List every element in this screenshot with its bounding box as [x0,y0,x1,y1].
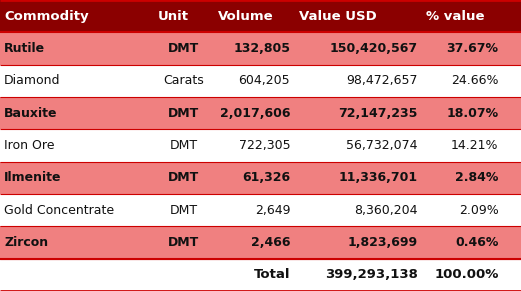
Text: 150,420,567: 150,420,567 [330,42,418,55]
Text: 0.46%: 0.46% [455,236,499,249]
Text: Zircon: Zircon [4,236,48,249]
Bar [0,129,521,162]
Text: Bauxite: Bauxite [4,107,58,120]
Text: 2,466: 2,466 [251,236,290,249]
Text: Volume: Volume [218,10,274,23]
Bar [0,32,521,65]
Bar [0,162,521,194]
Text: 132,805: 132,805 [233,42,290,55]
Text: 98,472,657: 98,472,657 [346,74,418,87]
Bar [0,65,521,97]
Bar [0,259,521,291]
Text: Commodity: Commodity [4,10,89,23]
Text: 18.07%: 18.07% [446,107,499,120]
Text: 61,326: 61,326 [242,171,290,184]
Text: 2,017,606: 2,017,606 [220,107,290,120]
Text: 604,205: 604,205 [239,74,290,87]
Bar [0,97,521,129]
Text: DMT: DMT [170,139,197,152]
Text: 8,360,204: 8,360,204 [354,204,418,217]
Text: DMT: DMT [168,42,199,55]
Text: DMT: DMT [168,171,199,184]
Text: Total: Total [254,268,290,281]
Text: 11,336,701: 11,336,701 [339,171,418,184]
Text: 2.09%: 2.09% [459,204,499,217]
Text: DMT: DMT [168,107,199,120]
Text: 24.66%: 24.66% [451,74,499,87]
Bar [0,194,521,226]
Text: Diamond: Diamond [4,74,60,87]
Text: Gold Concentrate: Gold Concentrate [4,204,114,217]
Text: 722,305: 722,305 [239,139,290,152]
Text: Iron Ore: Iron Ore [4,139,55,152]
Text: Value USD: Value USD [299,10,376,23]
Text: Carats: Carats [163,74,204,87]
Text: 2,649: 2,649 [255,204,290,217]
Text: 1,823,699: 1,823,699 [348,236,418,249]
Text: 100.00%: 100.00% [434,268,499,281]
Text: 56,732,074: 56,732,074 [346,139,418,152]
Text: 2.84%: 2.84% [455,171,499,184]
Text: 72,147,235: 72,147,235 [339,107,418,120]
Text: Ilmenite: Ilmenite [4,171,61,184]
Text: % value: % value [426,10,485,23]
Text: 14.21%: 14.21% [451,139,499,152]
Text: 37.67%: 37.67% [446,42,499,55]
Text: DMT: DMT [168,236,199,249]
Bar [0,0,521,32]
Text: Rutile: Rutile [4,42,45,55]
Bar [0,226,521,259]
Text: Unit: Unit [158,10,189,23]
Text: 399,293,138: 399,293,138 [325,268,418,281]
Text: DMT: DMT [170,204,197,217]
